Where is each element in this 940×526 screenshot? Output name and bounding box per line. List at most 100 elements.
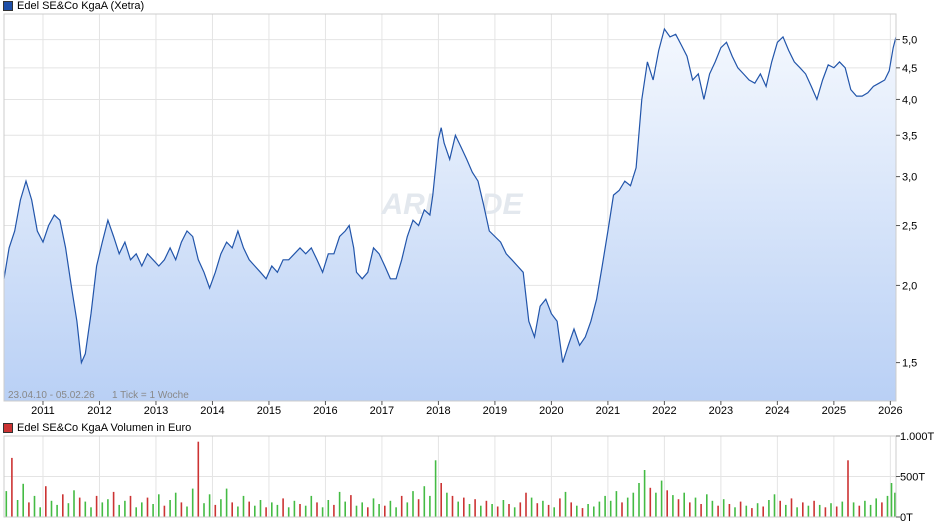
volume-bar xyxy=(847,460,849,517)
volume-bar xyxy=(796,507,798,517)
price-y-tick-label: 3,5 xyxy=(902,130,917,142)
volume-bar xyxy=(338,491,341,517)
volume-bar xyxy=(818,504,821,517)
price-y-tick-label: 2,5 xyxy=(902,221,917,233)
volume-bar xyxy=(112,491,115,517)
volume-bar xyxy=(265,507,267,517)
volume-bar xyxy=(158,494,160,517)
volume-bar xyxy=(129,495,132,517)
volume-y-tick-label: 500T xyxy=(900,472,925,484)
volume-bar xyxy=(785,504,787,517)
volume-bar xyxy=(101,502,104,517)
volume-bar xyxy=(186,506,188,517)
volume-bar xyxy=(559,498,561,517)
volume-bar xyxy=(417,499,420,517)
volume-bar xyxy=(587,504,589,517)
volume-bar xyxy=(790,498,793,517)
volume-bar xyxy=(271,502,273,517)
volume-bar xyxy=(203,503,205,517)
volume-bar xyxy=(180,502,183,517)
volume-bar xyxy=(169,500,171,517)
volume-bar xyxy=(429,495,431,517)
volume-bar xyxy=(50,500,53,517)
volume-bar xyxy=(259,500,262,517)
volume-bar xyxy=(333,504,335,517)
x-tick-label: 2023 xyxy=(709,405,733,417)
volume-legend: Edel SE&Co KgaA Volumen in Euro xyxy=(3,422,191,434)
x-tick-label: 2013 xyxy=(144,405,168,417)
date-range-label: 23.04.10 - 05.02.26 xyxy=(8,390,95,401)
volume-legend-label: Edel SE&Co KgaA Volumen in Euro xyxy=(17,422,192,434)
volume-bar xyxy=(570,502,572,517)
volume-y-axis: 0T 500T 1.000T xyxy=(896,431,935,524)
volume-bar xyxy=(802,502,804,517)
volume-bar xyxy=(191,488,194,517)
price-y-tick-label: 4,0 xyxy=(902,94,917,106)
volume-bar xyxy=(208,494,211,517)
volume-bar xyxy=(84,501,87,517)
x-tick-label: 2025 xyxy=(822,405,846,417)
volume-bar xyxy=(361,502,363,517)
volume-bar xyxy=(220,499,222,517)
volume-bar xyxy=(56,504,58,517)
x-tick-label: 2015 xyxy=(257,405,281,417)
volume-bar xyxy=(768,500,770,517)
volume-bar xyxy=(830,503,832,517)
volume-bar xyxy=(717,505,719,517)
volume-bar xyxy=(734,507,736,517)
volume-bar xyxy=(22,483,24,517)
volume-bar xyxy=(78,497,81,517)
volume-bar xyxy=(293,500,296,517)
volume-bar xyxy=(869,504,872,517)
volume-bar xyxy=(174,492,177,517)
volume-bar xyxy=(73,490,75,517)
volume-bar xyxy=(581,508,584,517)
volume-bar xyxy=(282,498,284,517)
volume-bar xyxy=(107,499,109,517)
volume-bar xyxy=(576,505,578,517)
volume-bar xyxy=(824,507,827,517)
volume-bar xyxy=(28,502,30,517)
volume-bar xyxy=(485,500,488,517)
price-legend: Edel SE&Co KgaA (Xetra) xyxy=(3,0,144,12)
volume-bar xyxy=(463,497,465,517)
volume-bar xyxy=(33,495,36,517)
volume-bar xyxy=(655,492,657,517)
price-y-tick-label: 3,0 xyxy=(902,172,917,184)
x-tick-label: 2012 xyxy=(87,405,111,417)
x-tick-label: 2016 xyxy=(313,405,337,417)
volume-bar xyxy=(700,504,702,517)
volume-bar xyxy=(609,500,612,517)
volume-legend-swatch xyxy=(3,423,13,433)
volume-bar xyxy=(886,495,889,517)
volume-bar xyxy=(39,507,41,517)
volume-bar xyxy=(519,502,522,517)
volume-bar xyxy=(672,495,674,517)
volume-bar xyxy=(135,507,137,517)
volume-bar xyxy=(530,497,533,517)
volume-bar xyxy=(890,483,893,517)
volume-bar xyxy=(813,500,815,517)
volume-bar xyxy=(321,507,324,517)
volume-bar xyxy=(152,504,154,517)
volume-bar xyxy=(95,495,98,517)
x-tick-label: 2019 xyxy=(483,405,507,417)
volume-bar xyxy=(225,488,228,517)
volume-bar xyxy=(5,491,8,517)
x-tick-label: 2018 xyxy=(426,405,450,417)
volume-bar xyxy=(118,504,120,517)
volume-bar xyxy=(632,492,635,517)
volume-bar xyxy=(355,505,358,517)
volume-bar xyxy=(536,503,539,517)
volume-bar xyxy=(894,492,896,517)
volume-bar xyxy=(864,500,866,517)
volume-bar xyxy=(434,460,437,517)
price-y-tick-label: 5,0 xyxy=(902,35,917,47)
volume-bar xyxy=(694,497,697,517)
volume-bar xyxy=(231,502,233,517)
volume-bar xyxy=(706,494,708,517)
volume-bar xyxy=(496,506,499,517)
x-tick-label: 2022 xyxy=(652,405,676,417)
volume-bar xyxy=(146,497,149,517)
volume-bar xyxy=(660,480,663,517)
